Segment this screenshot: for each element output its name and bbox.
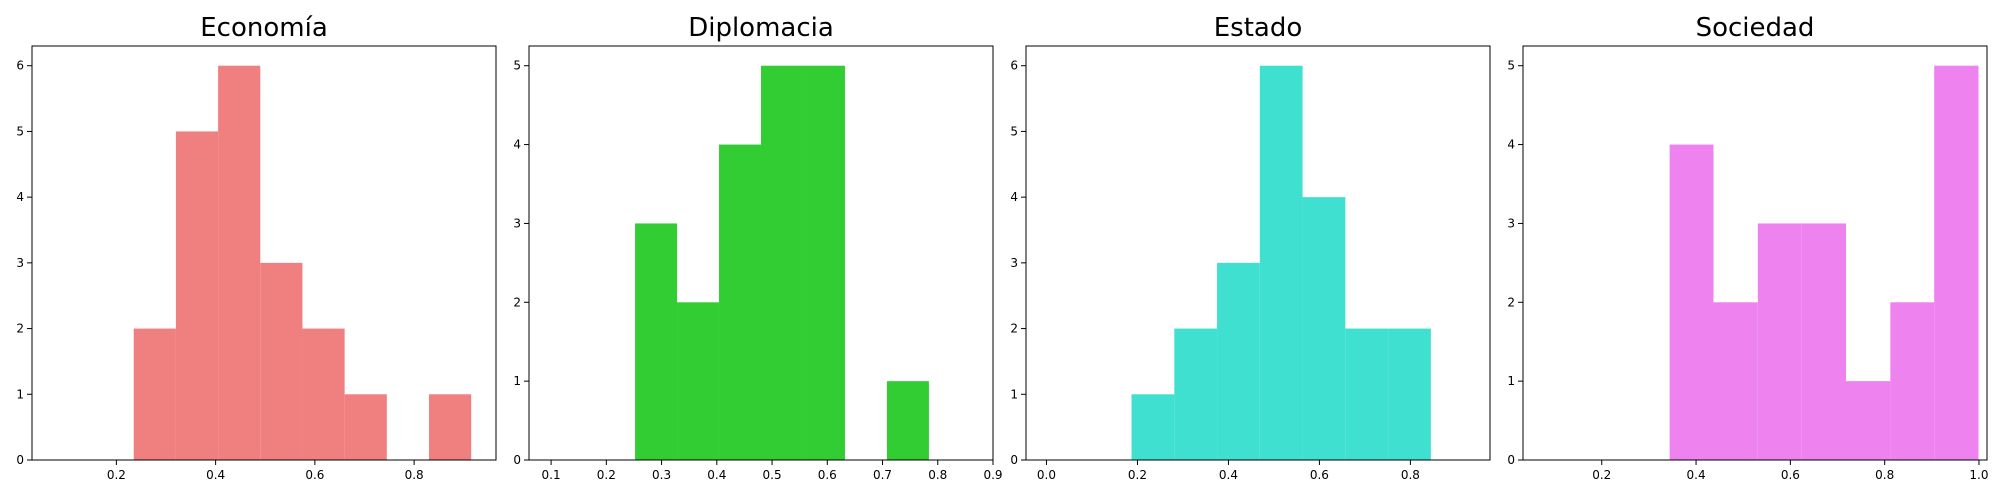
x-tick-label: 0.5: [763, 468, 782, 482]
axes-frame: [1522, 45, 1988, 461]
histogram-bar: [1801, 223, 1847, 460]
x-tick-label: 0.4: [206, 468, 225, 482]
x-tick-label: 1.0: [1969, 468, 1988, 482]
histogram-bar: [1131, 394, 1175, 460]
histogram-bar: [1345, 328, 1389, 460]
y-tick-label: 0: [16, 453, 24, 467]
histogram-bar: [429, 394, 472, 460]
y-tick-label: 3: [513, 216, 521, 230]
y-tick-label: 0: [1010, 453, 1018, 467]
x-tick-label: 0.8: [1401, 468, 1420, 482]
y-tick-label: 3: [1507, 216, 1515, 230]
y-tick-label: 4: [513, 138, 521, 152]
y-tick-label: 1: [1010, 387, 1018, 401]
x-tick-label: 0.8: [1875, 468, 1894, 482]
y-tick-label: 5: [1507, 59, 1515, 73]
axes-frame: [31, 45, 497, 461]
x-tick-label: 0.4: [1687, 468, 1706, 482]
histogram-bar: [344, 394, 387, 460]
histogram-bar: [1388, 328, 1431, 460]
histogram-panel: Economía 0.2 0.4 0.6 0.8 0 1 2 3 4 5 6: [16, 13, 497, 482]
histogram-bar: [1846, 381, 1891, 460]
x-tick-label: 0.9: [983, 468, 1002, 482]
y-tick-label: 6: [16, 59, 24, 73]
histogram-bar: [1934, 65, 1979, 461]
x-tick-label: 0.4: [707, 468, 726, 482]
histogram-bar: [1890, 302, 1935, 460]
x-tick-label: 0.4: [1219, 468, 1238, 482]
x-tick-label: 0.2: [597, 468, 616, 482]
x-tick-label: 0.2: [107, 468, 126, 482]
axes-frame: [528, 45, 994, 461]
histogram-panel: Sociedad 0.2 0.4 0.6 0.8 1.0 0 1 2 3 4 5: [1507, 13, 1988, 482]
x-tick-label: 0.7: [873, 468, 892, 482]
histogram-bar: [802, 65, 845, 461]
histogram-bar: [1669, 144, 1714, 460]
y-tick-label: 1: [513, 374, 521, 388]
y-tick-label: 2: [1010, 322, 1018, 336]
y-tick-label: 4: [1010, 190, 1018, 204]
y-tick-label: 6: [1010, 59, 1018, 73]
histogram-bar: [133, 328, 176, 460]
histogram-bar: [677, 302, 720, 460]
x-tick-label: 0.6: [1781, 468, 1800, 482]
y-tick-label: 0: [1507, 453, 1515, 467]
histogram-bar: [635, 223, 678, 460]
y-tick-label: 5: [513, 59, 521, 73]
x-tick-label: 0.2: [1128, 468, 1147, 482]
histogram-bar: [260, 262, 303, 460]
y-tick-label: 2: [16, 322, 24, 336]
panel-title: Sociedad: [1696, 13, 1815, 43]
y-tick-label: 4: [16, 190, 24, 204]
histogram-bar: [1217, 262, 1260, 460]
histogram-bar: [1174, 328, 1218, 460]
y-tick-label: 1: [16, 387, 24, 401]
histogram-bar: [886, 381, 929, 460]
x-tick-label: 0.6: [1310, 468, 1329, 482]
x-tick-label: 0.6: [818, 468, 837, 482]
y-tick-label: 3: [1010, 256, 1018, 270]
histogram-panel: Diplomacia 0.1 0.2 0.3 0.4 0.5 0.6 0.7 0.8 0.9 0 1 2…: [513, 13, 1002, 482]
axes-frame: [1025, 45, 1491, 461]
histogram-bar: [1302, 197, 1346, 460]
y-tick-label: 5: [1010, 124, 1018, 138]
histogram-bar: [302, 328, 345, 460]
histogram-bar: [1259, 65, 1303, 461]
y-tick-label: 2: [1507, 295, 1515, 309]
histogram-bar: [175, 131, 219, 460]
x-tick-label: 0.0: [1037, 468, 1056, 482]
y-tick-label: 1: [1507, 374, 1515, 388]
panel-title: Estado: [1214, 13, 1303, 43]
histogram-bar: [719, 144, 761, 460]
x-tick-label: 0.6: [305, 468, 324, 482]
histogram-bar: [1757, 223, 1802, 460]
y-tick-label: 4: [1507, 138, 1515, 152]
x-tick-label: 0.8: [405, 468, 424, 482]
histogram-bar: [761, 65, 803, 461]
y-tick-label: 3: [16, 256, 24, 270]
y-tick-label: 0: [513, 453, 521, 467]
panel-title: Economía: [200, 13, 328, 43]
x-tick-label: 0.8: [928, 468, 947, 482]
histogram-bar: [218, 65, 261, 461]
histogram-bar: [1713, 302, 1758, 460]
histogram-panel: Estado 0.0 0.2 0.4 0.6 0.8 0 1 2 3 4 5 6: [1010, 13, 1491, 482]
x-tick-label: 0.1: [542, 468, 561, 482]
y-tick-label: 2: [513, 295, 521, 309]
x-tick-label: 0.3: [652, 468, 671, 482]
x-tick-label: 0.2: [1592, 468, 1611, 482]
y-tick-label: 5: [16, 124, 24, 138]
panel-title: Diplomacia: [688, 13, 834, 43]
